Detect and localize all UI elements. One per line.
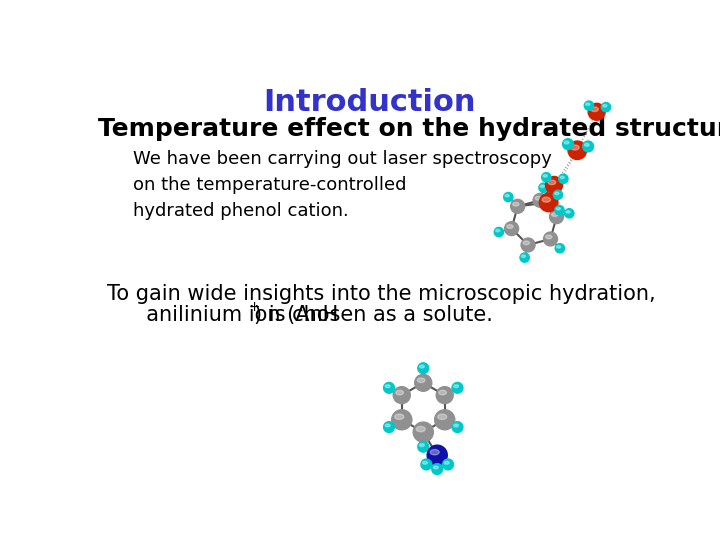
Ellipse shape — [535, 197, 541, 200]
Ellipse shape — [432, 464, 443, 475]
Ellipse shape — [443, 459, 454, 470]
Ellipse shape — [557, 207, 560, 210]
Ellipse shape — [603, 105, 607, 107]
Ellipse shape — [554, 192, 559, 194]
Ellipse shape — [444, 461, 449, 464]
Ellipse shape — [433, 466, 438, 469]
Ellipse shape — [435, 410, 455, 430]
Ellipse shape — [557, 246, 561, 248]
Text: Introduction: Introduction — [263, 88, 475, 117]
Ellipse shape — [452, 422, 463, 433]
Ellipse shape — [513, 202, 519, 206]
Ellipse shape — [588, 103, 606, 120]
Ellipse shape — [418, 441, 428, 452]
Ellipse shape — [427, 445, 447, 465]
Ellipse shape — [539, 193, 558, 212]
Ellipse shape — [421, 459, 432, 470]
Ellipse shape — [523, 241, 529, 245]
Ellipse shape — [415, 374, 432, 392]
Ellipse shape — [584, 101, 593, 110]
Ellipse shape — [540, 185, 544, 187]
Ellipse shape — [542, 197, 551, 202]
Ellipse shape — [546, 235, 552, 239]
Ellipse shape — [436, 387, 454, 403]
Ellipse shape — [560, 176, 564, 179]
Ellipse shape — [585, 143, 589, 146]
Ellipse shape — [384, 382, 395, 393]
Ellipse shape — [548, 180, 556, 185]
Text: ) is chosen as a solute.: ) is chosen as a solute. — [253, 305, 492, 325]
Ellipse shape — [555, 244, 564, 253]
Ellipse shape — [582, 141, 593, 152]
Ellipse shape — [564, 141, 569, 144]
Ellipse shape — [546, 177, 562, 193]
Ellipse shape — [521, 255, 526, 258]
Text: anilinium ion (AnH: anilinium ion (AnH — [132, 305, 338, 325]
Ellipse shape — [454, 424, 459, 427]
Ellipse shape — [507, 225, 513, 228]
Ellipse shape — [568, 141, 587, 159]
Ellipse shape — [495, 230, 500, 232]
Ellipse shape — [533, 193, 547, 207]
Ellipse shape — [543, 174, 547, 177]
Ellipse shape — [520, 253, 529, 262]
Ellipse shape — [393, 387, 410, 403]
Ellipse shape — [418, 378, 425, 382]
Ellipse shape — [559, 174, 568, 184]
Ellipse shape — [438, 414, 446, 420]
Ellipse shape — [571, 145, 579, 150]
Ellipse shape — [590, 107, 598, 112]
Ellipse shape — [452, 382, 463, 393]
Ellipse shape — [510, 199, 525, 213]
Ellipse shape — [555, 206, 564, 215]
Text: To gain wide insights into the microscopic hydration,: To gain wide insights into the microscop… — [107, 284, 656, 304]
Ellipse shape — [552, 213, 558, 217]
Ellipse shape — [395, 414, 404, 420]
Ellipse shape — [566, 211, 570, 213]
Ellipse shape — [521, 238, 535, 252]
Ellipse shape — [553, 190, 562, 199]
Text: We have been carrying out laser spectroscopy
on the temperature-controlled
hydra: We have been carrying out laser spectros… — [132, 150, 552, 220]
Text: +: + — [249, 300, 260, 314]
Ellipse shape — [549, 210, 564, 224]
Ellipse shape — [505, 222, 518, 235]
Ellipse shape — [544, 232, 557, 246]
Ellipse shape — [539, 183, 548, 192]
Ellipse shape — [504, 192, 513, 201]
Ellipse shape — [385, 424, 390, 427]
Ellipse shape — [396, 390, 403, 395]
Ellipse shape — [562, 139, 573, 150]
Ellipse shape — [430, 449, 439, 455]
Ellipse shape — [494, 227, 503, 237]
Ellipse shape — [564, 208, 574, 218]
Ellipse shape — [392, 410, 412, 430]
Ellipse shape — [585, 103, 590, 105]
Ellipse shape — [423, 461, 428, 464]
Ellipse shape — [418, 363, 428, 374]
Ellipse shape — [416, 427, 426, 432]
Ellipse shape — [420, 365, 424, 368]
Ellipse shape — [438, 390, 446, 395]
Ellipse shape — [420, 444, 424, 447]
Text: Temperature effect on the hydrated structure: Temperature effect on the hydrated struc… — [98, 117, 720, 141]
Ellipse shape — [385, 384, 390, 388]
Ellipse shape — [454, 384, 459, 388]
Ellipse shape — [601, 103, 611, 112]
Ellipse shape — [541, 173, 551, 182]
Ellipse shape — [505, 194, 509, 197]
Ellipse shape — [384, 422, 395, 433]
Ellipse shape — [413, 422, 433, 442]
